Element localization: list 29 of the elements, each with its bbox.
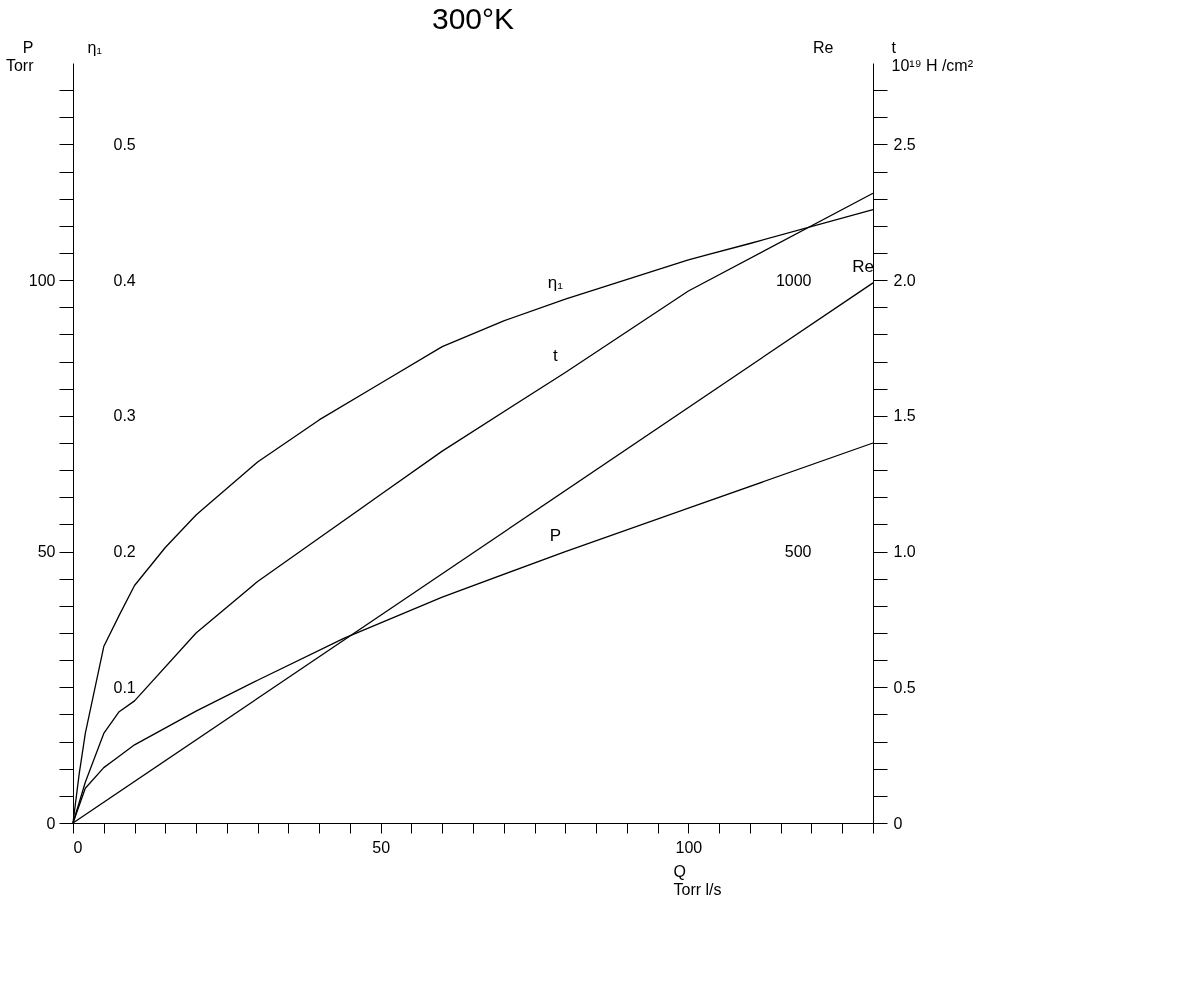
x-tick-label: 100 (675, 838, 703, 856)
y2-tick-label: 2.0 (893, 271, 916, 289)
x-tick-label: 50 (372, 838, 391, 856)
y2-tick-label: 1.5 (893, 407, 916, 425)
y2-tick-label: 2.5 (893, 135, 916, 153)
y2-tick-label: 0.3 (113, 407, 136, 425)
y2-tick-label: 0.5 (113, 135, 136, 153)
y-tick-label: 50 (37, 543, 56, 561)
y-tick-label: 0 (46, 814, 56, 832)
y-tick-label: 500 (784, 543, 812, 561)
y2-axis-title: t 10¹⁹ H /cm² (891, 38, 974, 74)
y2-tick-label: 0.4 (113, 271, 136, 289)
y2-tick-label: 0.2 (113, 543, 136, 561)
y2-tick-label: 0.5 (893, 678, 916, 696)
y2-tick-label: 0 (893, 814, 903, 832)
y-tick-label: 1000 (775, 271, 812, 289)
y-axis-title: P Torr (5, 38, 35, 74)
x-tick-label: 0 (73, 838, 83, 856)
series-label: P (549, 525, 561, 545)
chart-title: 300°K (431, 2, 515, 35)
y-tick-label: 100 (28, 271, 56, 289)
x-axis-title: Q Torr l/s (673, 862, 722, 898)
y2-axis-title: η₁ (87, 38, 102, 56)
series-label: η₁ (547, 273, 564, 293)
y-axis-title: Re (813, 38, 834, 56)
series-label: Re (852, 256, 874, 276)
y2-tick-label: 1.0 (893, 543, 916, 561)
series-label: t (552, 346, 558, 366)
y2-tick-label: 0.1 (113, 678, 136, 696)
